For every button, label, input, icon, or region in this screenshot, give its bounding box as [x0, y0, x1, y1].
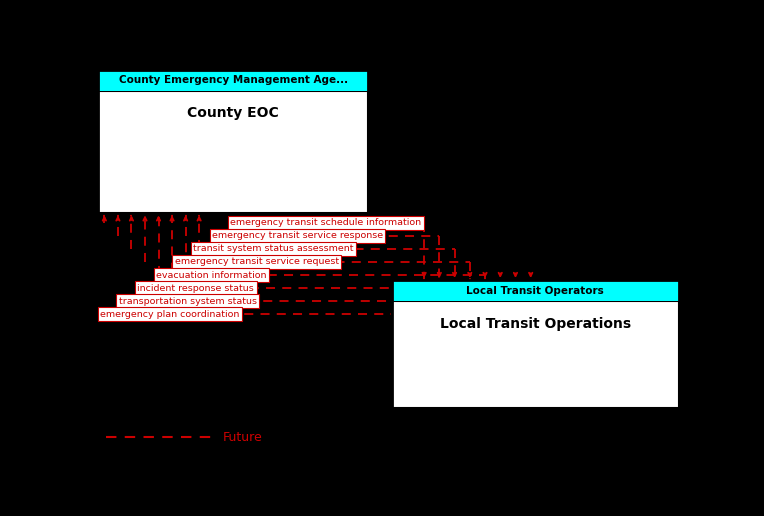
Bar [99, 90, 368, 213]
Text: emergency transit schedule information: emergency transit schedule information [231, 218, 422, 228]
Bar [392, 281, 678, 301]
Text: emergency transit service response: emergency transit service response [212, 231, 383, 240]
Bar [99, 70, 368, 90]
Text: Future: Future [223, 431, 263, 444]
Text: Local Transit Operators: Local Transit Operators [466, 286, 604, 296]
Text: County EOC: County EOC [187, 106, 279, 120]
Text: Local Transit Operations: Local Transit Operations [439, 317, 631, 331]
Bar [99, 70, 368, 213]
Text: transit system status assessment: transit system status assessment [193, 245, 354, 253]
Text: emergency transit service request: emergency transit service request [175, 257, 338, 266]
Bar [392, 301, 678, 408]
Text: emergency plan coordination: emergency plan coordination [100, 310, 240, 319]
Bar [392, 281, 678, 408]
Text: transportation system status: transportation system status [119, 297, 257, 305]
Text: evacuation information: evacuation information [156, 270, 267, 280]
Text: County Emergency Management Age...: County Emergency Management Age... [118, 75, 348, 85]
Text: incident response status: incident response status [138, 284, 254, 293]
